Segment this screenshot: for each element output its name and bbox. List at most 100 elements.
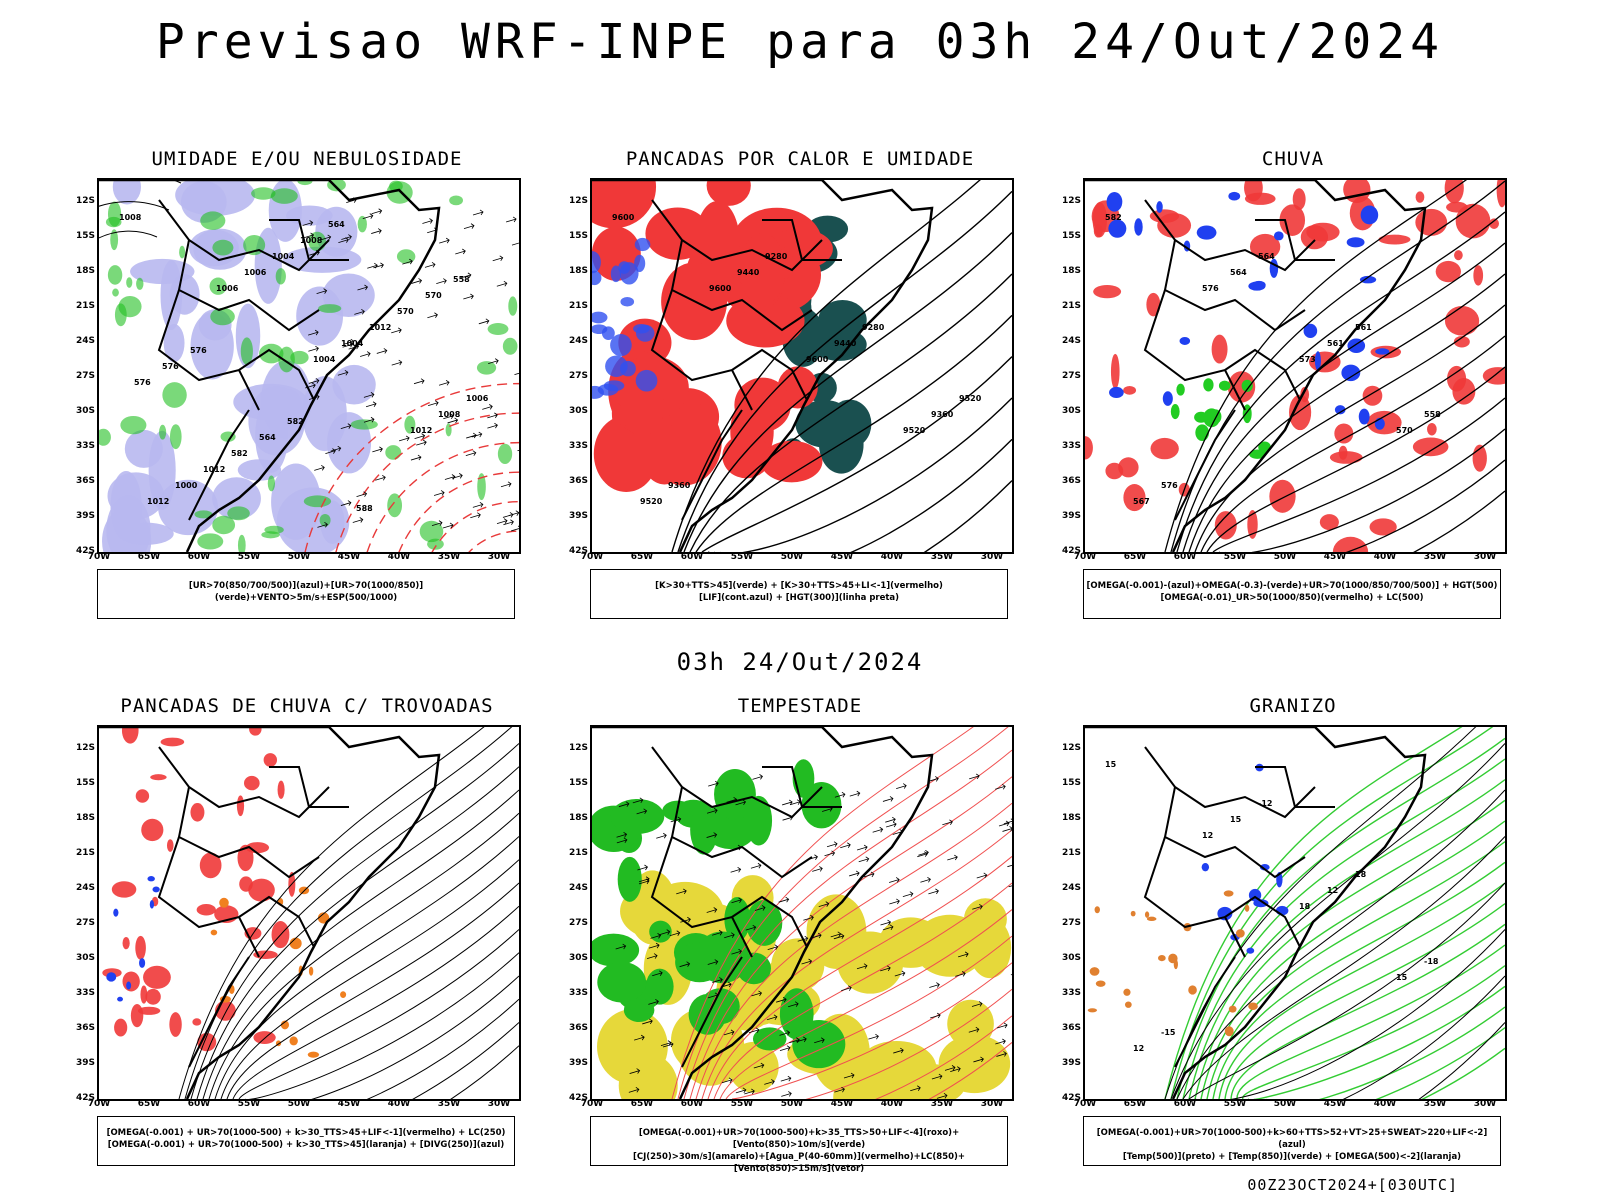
field-patch [597, 383, 619, 396]
contour-label: 558 [1424, 410, 1441, 419]
field-patch [140, 985, 148, 1004]
field-patch [449, 195, 463, 206]
lon-tick-label: 60W [1173, 1099, 1197, 1109]
lon-tick-label: 40W [880, 552, 904, 562]
lon-tick-label: 40W [387, 1099, 411, 1109]
wind-vector [995, 783, 1006, 790]
wind-vector [413, 378, 425, 385]
field-patch [236, 795, 245, 817]
wind-vector [637, 864, 649, 871]
wind-vector [352, 517, 364, 523]
field-patch [261, 531, 280, 539]
field-patch [1158, 954, 1166, 962]
field-patch [166, 839, 174, 852]
coastline [99, 180, 441, 552]
field-patch [1173, 959, 1178, 970]
lon-tick-label: 55W [237, 1099, 261, 1109]
lat-tick-label: 12S [568, 196, 588, 206]
contour-line [431, 500, 519, 552]
contour-line [268, 1045, 519, 1099]
field-patch [1435, 260, 1461, 283]
field-patch [635, 369, 658, 392]
map-svg-granizo: 15 12 18 15 12 15 12 -18 -15 -12 18 [1085, 727, 1505, 1099]
wind-vector [796, 1036, 807, 1043]
wind-vector [500, 481, 512, 488]
field-patch [240, 337, 253, 365]
wind-vector [902, 891, 914, 898]
wind-vector [767, 944, 779, 951]
country-border [1144, 199, 1316, 272]
map-umidade: 1008 1006 1004 1012 1012 1006 1004 1008 1000 1004… [97, 178, 521, 554]
lat-tick-label: 30S [1061, 406, 1081, 416]
wind-vector [944, 1065, 956, 1071]
field-patch [270, 188, 298, 204]
wind-vector [885, 816, 896, 823]
field-patch [385, 445, 402, 460]
wind-vector [496, 518, 508, 525]
map-svg-chuva: 582 576 573 570 567 564 561 558 576 564 561 [1085, 180, 1505, 552]
field-patch [623, 998, 655, 1023]
wind-vector [431, 520, 443, 527]
field-patch [1118, 457, 1139, 478]
contour-line [1218, 882, 1505, 1099]
wind-vector [463, 223, 475, 230]
field-patch [253, 950, 278, 960]
wind-vector [849, 790, 861, 797]
field-patch [610, 333, 632, 357]
wind-vector [465, 450, 477, 457]
field-patch [605, 355, 628, 378]
lat-tick-label: 33S [1061, 988, 1081, 998]
wind-vector [824, 850, 836, 857]
wind-vector [735, 1087, 747, 1094]
field-patch [1094, 906, 1100, 914]
field-patch [633, 324, 650, 334]
lat-tick-label: 18S [1061, 266, 1081, 276]
contour-line [304, 382, 519, 552]
field-patch [248, 878, 275, 902]
field-patch [179, 245, 186, 259]
wind-vector [840, 842, 851, 849]
field-patch [114, 1018, 128, 1037]
field-patch [714, 769, 756, 820]
field-patch [1375, 348, 1390, 355]
wind-vector [830, 931, 842, 938]
country-border [762, 766, 842, 808]
field-patch [1123, 484, 1146, 512]
wind-vector [976, 872, 988, 879]
contour-line [99, 230, 158, 239]
field-patch [169, 424, 182, 450]
wind-vector [472, 501, 484, 508]
field-patch [1292, 188, 1306, 211]
country-border [670, 786, 813, 879]
lat-tick-label: 30S [75, 406, 95, 416]
contour-label: 9440 [834, 339, 857, 348]
contour-label: 576 [162, 362, 179, 371]
field-patch [99, 428, 111, 446]
lat-tick-label: 21S [568, 848, 588, 858]
field-patch [1415, 208, 1448, 236]
contour-label: 9600 [806, 355, 829, 364]
field-patch [267, 475, 276, 492]
field-patch [1089, 967, 1100, 976]
contour-label: 1008 [300, 236, 323, 245]
wind-vector [428, 400, 439, 407]
lat-tick-label: 36S [568, 476, 588, 486]
lon-tick-label: 30W [487, 552, 511, 562]
field-patch [1252, 280, 1266, 290]
wind-vector [931, 1073, 943, 1080]
lat-tick-label: 42S [75, 546, 95, 556]
country-border [1174, 409, 1236, 521]
wind-vector [917, 851, 928, 858]
contour-label: 570 [425, 291, 442, 300]
wind-vector [618, 801, 630, 808]
country-border [157, 289, 260, 411]
field-patch [160, 737, 185, 747]
field-patch [120, 415, 147, 435]
contour-line [695, 314, 1012, 552]
wind-vector [391, 359, 403, 366]
field-patch [620, 297, 635, 307]
field-patch [1306, 222, 1340, 242]
lat-tick-label: 21S [75, 848, 95, 858]
legend-line: [UR>70(850/700/500)](azul)+[UR>70(1000/8… [188, 581, 424, 603]
contour-label: -18 [1424, 957, 1439, 966]
